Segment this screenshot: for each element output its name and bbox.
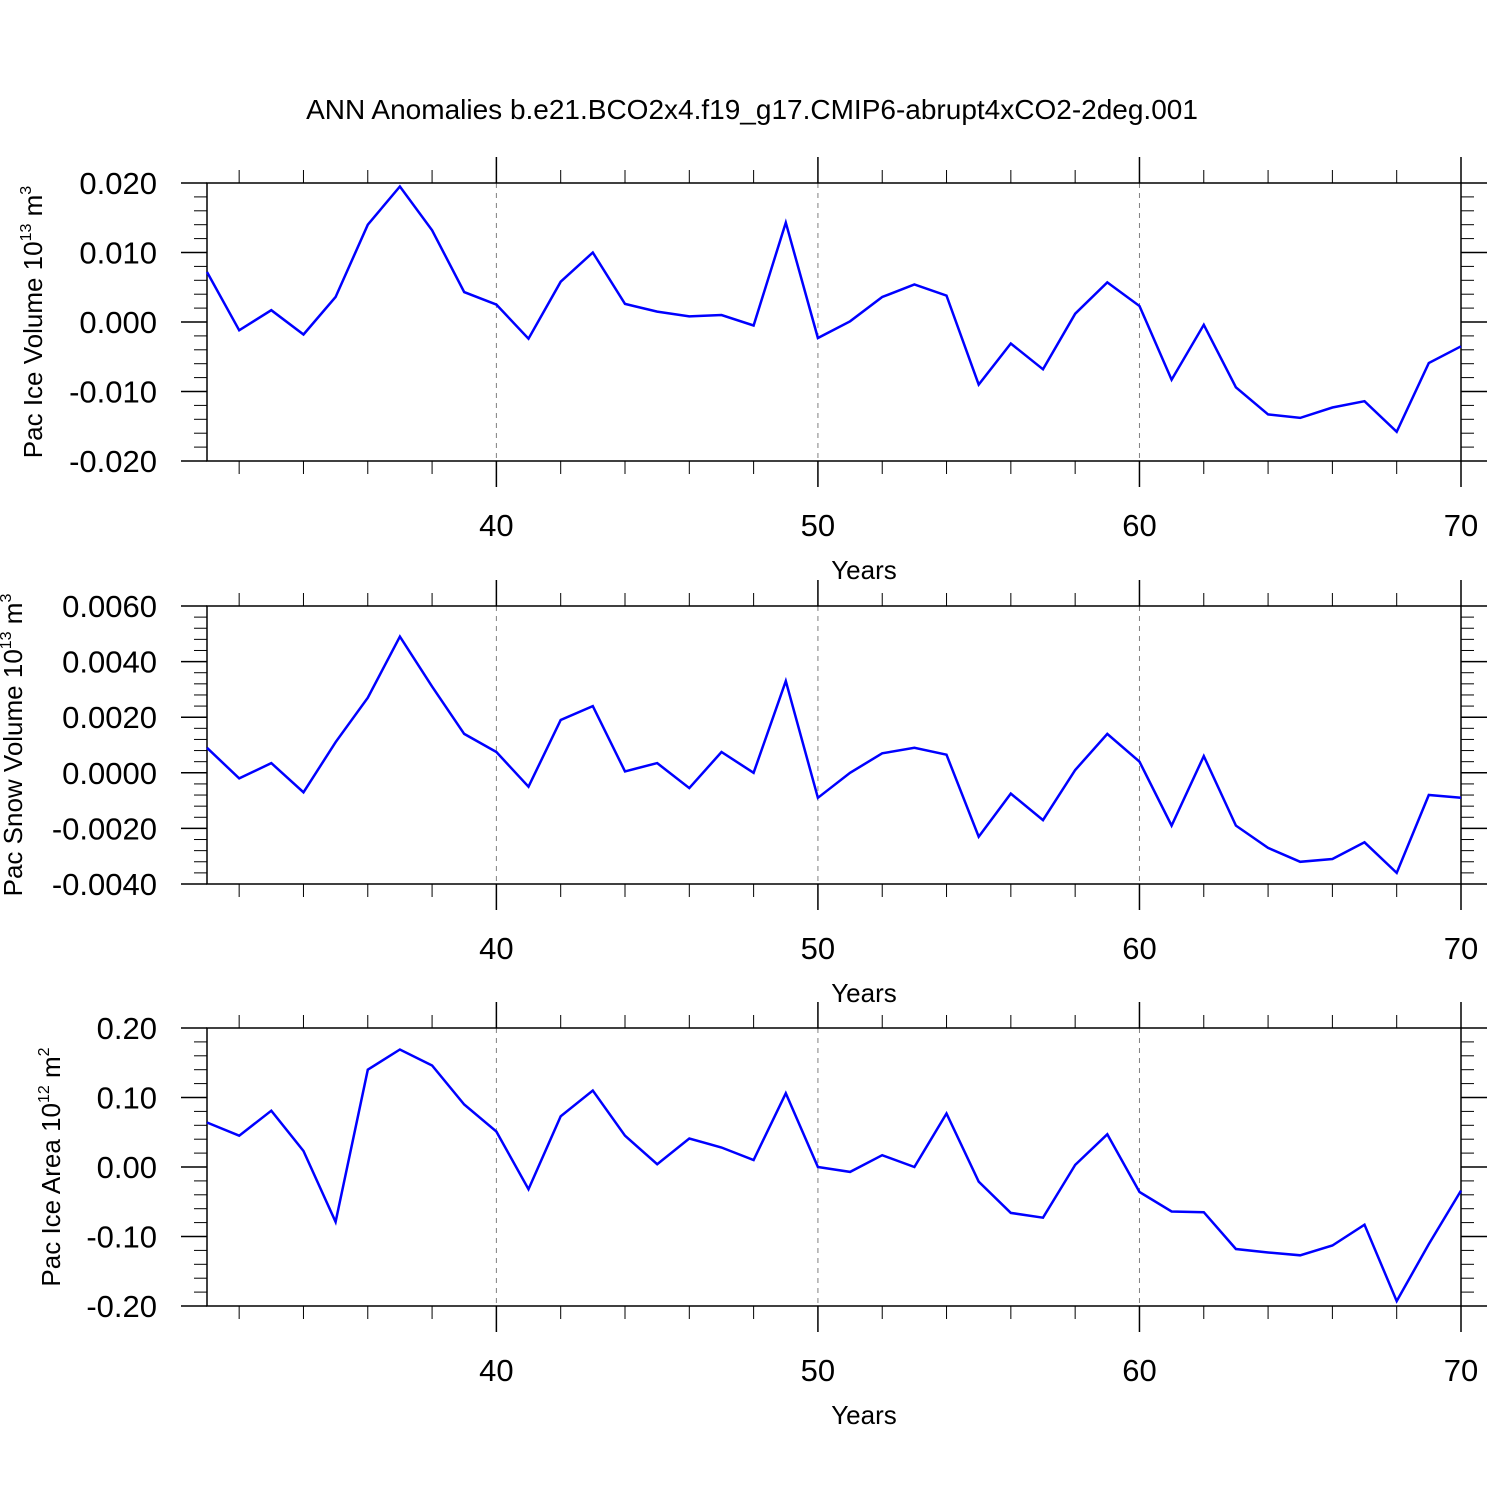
- y-tick-label: 0.0040: [62, 645, 157, 680]
- x-tick-label: 40: [479, 508, 513, 543]
- plot-frame: [206, 605, 1462, 885]
- x-tick-label: 40: [479, 931, 513, 966]
- x-tick-label: 60: [1122, 508, 1156, 543]
- x-tick-label: 70: [1444, 508, 1478, 543]
- pac-ice-area-panel: 40 50 60 70 0.20 0.10 0.00 -0.10 -0.20 Years Pac I…: [36, 1002, 1487, 1430]
- x-tick-label: 70: [1444, 931, 1478, 966]
- x-tick-label: 60: [1122, 1353, 1156, 1388]
- x-tick-label: 40: [479, 1353, 513, 1388]
- pac-ice-area-series-line: [206, 1048, 1463, 1304]
- x-axis-title: Years: [831, 555, 897, 585]
- x-tick-label: 50: [801, 931, 835, 966]
- pac-ice-volume-panel: 40 50 60 70 0.020 0.010 0.000 -0.010 -0.020 Years…: [18, 157, 1487, 585]
- y-tick-label: 0.000: [79, 305, 157, 340]
- plot-frame: [206, 182, 1462, 462]
- x-tick-label: 50: [801, 508, 835, 543]
- x-tick-label: 60: [1122, 931, 1156, 966]
- pac-ice-volume-series-line: [205, 184, 1462, 434]
- y-tick-label: -0.0020: [52, 811, 157, 846]
- pac-snow-volume-panel: 40 50 60 70 0.0060 0.0040 0.0020 0.0000 -0.0020 -…: [0, 580, 1487, 1008]
- y-axis-title: Pac Ice Volume 1013 m3: [18, 186, 48, 459]
- y-tick-label: -0.0040: [52, 867, 157, 902]
- x-axis-title: Years: [831, 978, 897, 1008]
- y-tick-label: 0.00: [97, 1150, 157, 1185]
- y-axis-title: Pac Ice Area 1012 m2: [36, 1047, 66, 1286]
- y-axis-title: Pac Snow Volume 1013 m3: [0, 594, 28, 897]
- y-tick-label: 0.0020: [62, 700, 157, 735]
- x-tick-label: 70: [1444, 1353, 1478, 1388]
- y-tick-label: -0.10: [86, 1220, 157, 1255]
- y-tick-label: -0.20: [86, 1289, 157, 1324]
- y-tick-label: 0.020: [79, 166, 157, 201]
- pac-snow-volume-series-line: [206, 634, 1462, 876]
- y-tick-label: -0.020: [69, 444, 157, 479]
- x-axis-title: Years: [831, 1400, 897, 1430]
- figure-title: ANN Anomalies b.e21.BCO2x4.f19_g17.CMIP6…: [306, 94, 1198, 125]
- y-tick-label: 0.20: [97, 1011, 157, 1046]
- plot-frame: [206, 1027, 1462, 1307]
- y-tick-label: 0.0000: [62, 756, 157, 791]
- y-tick-label: 0.10: [97, 1081, 157, 1116]
- y-tick-label: 0.010: [79, 236, 157, 271]
- y-tick-label: 0.0060: [62, 589, 157, 624]
- x-tick-label: 50: [801, 1353, 835, 1388]
- y-tick-label: -0.010: [69, 375, 157, 410]
